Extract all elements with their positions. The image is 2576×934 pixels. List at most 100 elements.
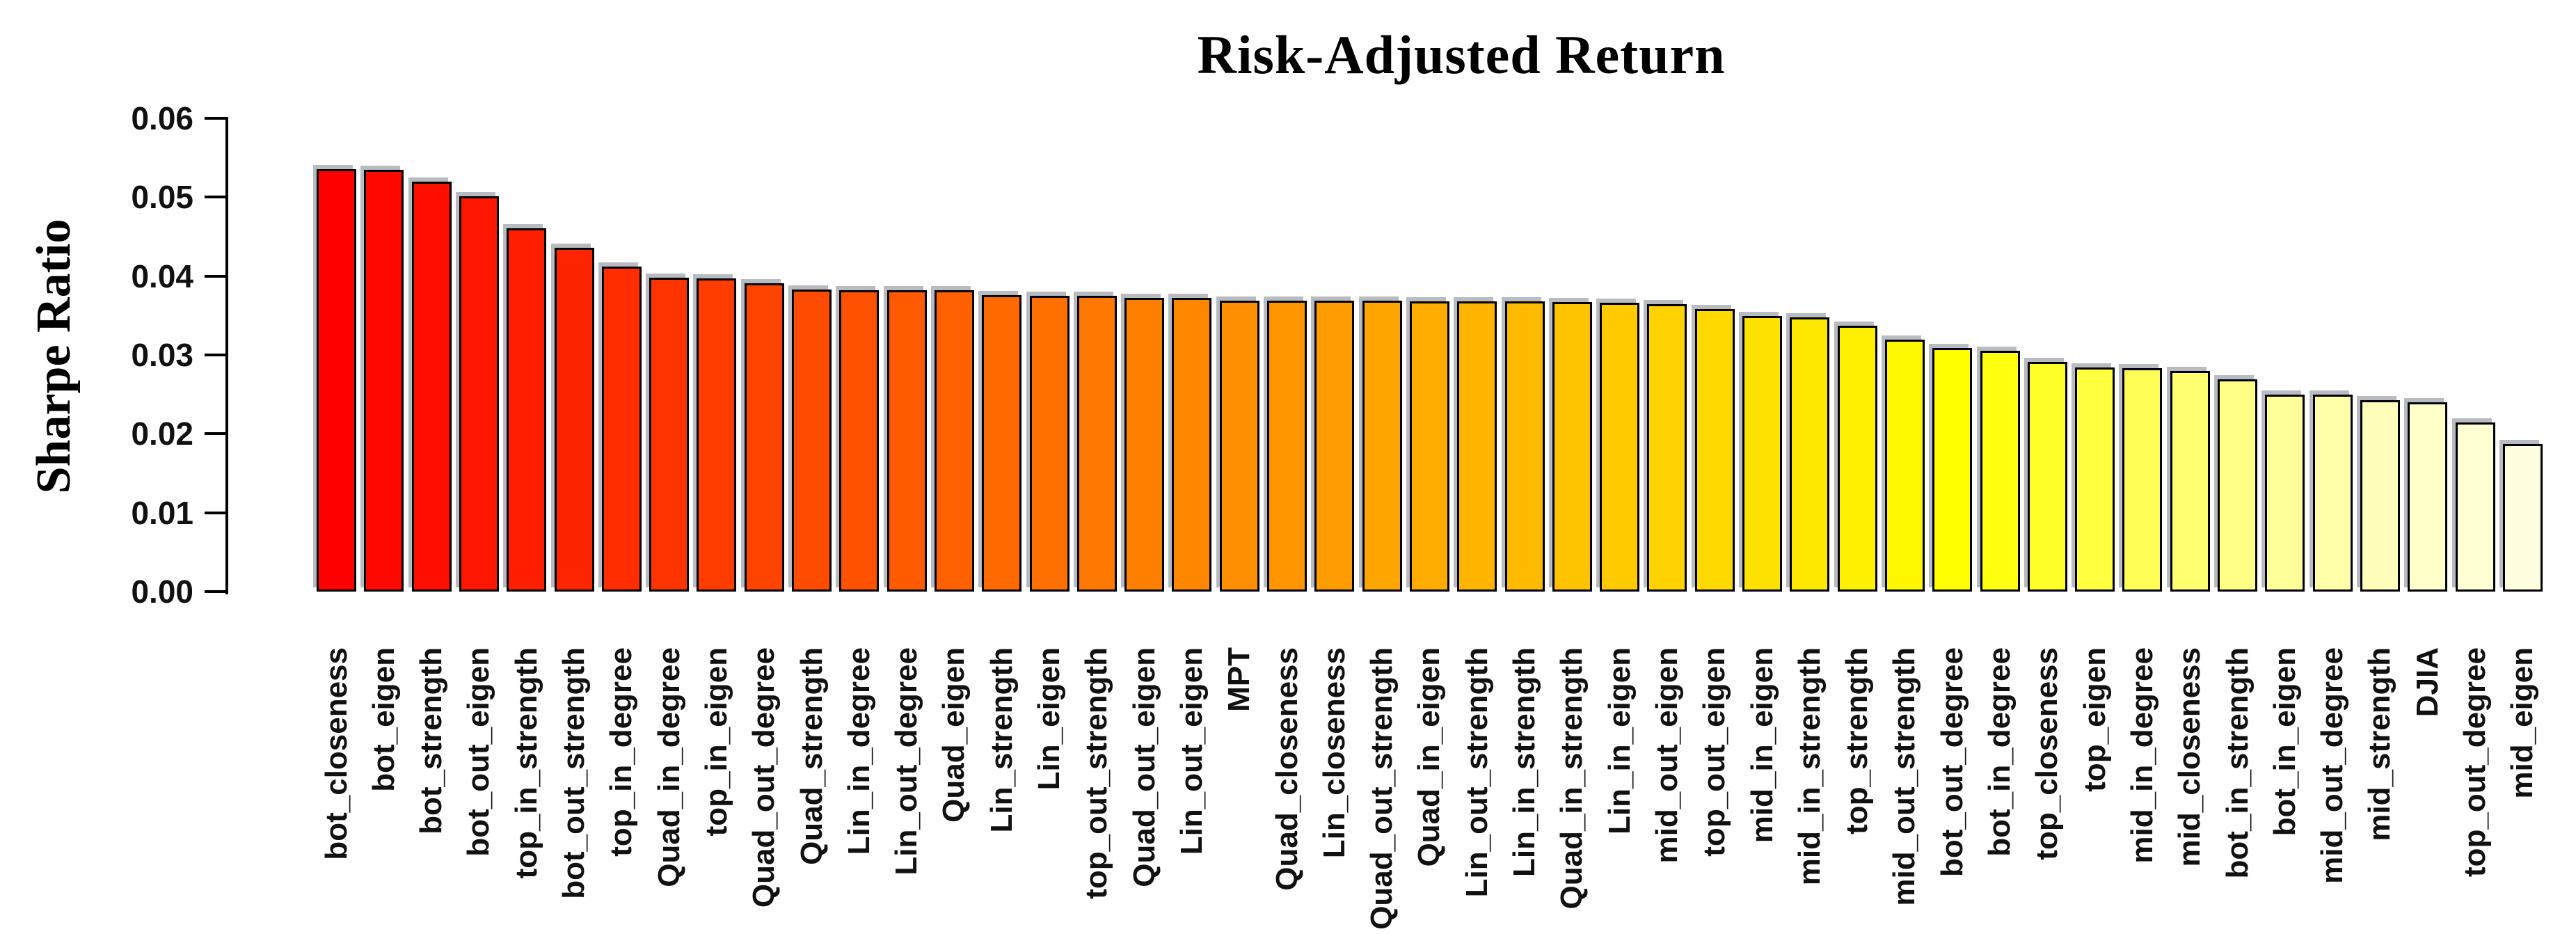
bar — [697, 278, 736, 592]
x-tick-label: Quad_in_eigen — [1412, 647, 1446, 867]
bar — [1932, 348, 1972, 592]
bar — [2122, 368, 2162, 592]
bar — [982, 295, 1021, 592]
y-tick-label: 0.01 — [131, 494, 193, 531]
bar — [1505, 301, 1545, 592]
bar — [2170, 371, 2210, 592]
bar — [459, 196, 499, 592]
x-tick-label: DJIA — [2410, 647, 2444, 718]
x-tick-label: top_eigen — [2078, 647, 2112, 792]
x-tick-label: bot_closeness — [319, 647, 353, 860]
x-tick-label: Lin_out_strength — [1460, 647, 1494, 898]
bar — [2265, 395, 2305, 592]
bar — [745, 283, 784, 592]
bar — [1790, 317, 1829, 592]
y-tick — [205, 511, 228, 514]
x-tick-label: Quad_eigen — [937, 647, 971, 823]
bar — [1362, 301, 1402, 592]
y-tick-label: 0.04 — [131, 258, 193, 294]
x-tick-label: top_in_degree — [604, 647, 638, 857]
x-tick-label: Lin_in_degree — [842, 647, 876, 855]
bar — [507, 228, 546, 592]
bar — [2028, 362, 2067, 592]
x-tick-label: top_strength — [1840, 647, 1874, 834]
x-tick-label: mid_out_strength — [1887, 647, 1921, 906]
bar — [2313, 395, 2353, 592]
x-tick-label: Lin_closeness — [1317, 647, 1351, 859]
y-tick-label: 0.06 — [131, 100, 193, 136]
bar — [1314, 301, 1354, 592]
bar — [2075, 367, 2115, 592]
x-tick-label: Quad_out_strength — [1365, 647, 1399, 930]
x-tick-label: mid_eigen — [2505, 647, 2539, 799]
bar — [2360, 400, 2400, 592]
x-tick-label: Lin_strength — [985, 647, 1019, 833]
x-tick-label: bot_in_strength — [2220, 647, 2255, 879]
y-tick — [205, 274, 228, 278]
x-tick-label: mid_in_strength — [1792, 647, 1827, 886]
x-tick-label: top_out_degree — [2458, 647, 2492, 878]
y-tick — [205, 354, 228, 356]
bar — [2218, 379, 2257, 592]
x-tick-label: Quad_in_strength — [1555, 647, 1589, 910]
bar — [1695, 309, 1735, 592]
x-tick-label: mid_closeness — [2172, 647, 2207, 867]
bar — [2408, 402, 2447, 592]
x-tick-label: Quad_out_eigen — [1127, 647, 1161, 887]
x-tick-label: bot_out_degree — [1935, 647, 1969, 878]
y-tick-label: 0.00 — [131, 573, 193, 610]
x-tick-label: MPT — [1222, 647, 1256, 712]
bar — [555, 248, 594, 592]
bar — [2503, 444, 2543, 592]
x-tick-label: top_in_eigen — [699, 647, 733, 837]
bar — [1885, 340, 1925, 592]
x-tick-label: Quad_closeness — [1270, 647, 1304, 891]
x-tick-label: bot_in_degree — [1982, 647, 2017, 857]
bar — [887, 290, 927, 592]
y-tick — [205, 432, 228, 436]
x-tick-label: mid_out_degree — [2315, 647, 2349, 884]
bar — [935, 290, 974, 592]
bar — [839, 290, 879, 592]
x-tick-label: mid_in_degree — [2125, 647, 2159, 864]
y-tick-label: 0.02 — [131, 415, 193, 452]
x-tick-label: bot_strength — [414, 647, 448, 834]
x-tick-label: Lin_in_eigen — [1603, 647, 1637, 834]
x-tick-label: Lin_out_eigen — [1175, 647, 1209, 855]
bar — [1220, 301, 1259, 592]
x-tick-label: bot_in_eigen — [2268, 647, 2302, 837]
x-tick-label: top_in_strength — [509, 647, 543, 879]
y-tick-label: 0.05 — [131, 179, 193, 216]
bar — [317, 169, 356, 592]
bar — [602, 267, 642, 592]
x-tick-label: Lin_out_degree — [889, 647, 923, 876]
bar — [1172, 298, 1211, 592]
bar — [1457, 301, 1497, 592]
x-tick-label: top_out_eigen — [1697, 647, 1731, 857]
x-tick-label: Lin_eigen — [1032, 647, 1066, 791]
x-tick-label: mid_out_eigen — [1650, 647, 1684, 864]
bar — [1030, 296, 1070, 592]
x-tick-label: mid_in_eigen — [1745, 647, 1779, 844]
bar — [1552, 302, 1592, 592]
chart-title: Risk-Adjusted Return — [1197, 24, 1726, 85]
bar — [1980, 351, 2020, 592]
x-tick-label: Quad_in_degree — [652, 647, 686, 887]
bar — [649, 278, 689, 592]
y-tick-label: 0.03 — [131, 337, 193, 373]
x-tick-label: bot_out_eigen — [461, 647, 495, 857]
y-tick — [205, 590, 228, 593]
bar — [792, 290, 832, 592]
x-tick-label: mid_strength — [2362, 647, 2396, 841]
bar — [364, 170, 404, 592]
x-tick-label: top_closeness — [2030, 647, 2064, 860]
x-tick-label: top_out_strength — [1079, 647, 1113, 899]
y-tick — [205, 117, 228, 120]
x-tick-label: bot_eigen — [367, 647, 401, 792]
x-tick-label: Quad_strength — [795, 647, 829, 865]
bar — [2456, 422, 2495, 592]
bar — [1124, 298, 1164, 592]
bar — [1647, 304, 1687, 592]
bar — [1742, 316, 1782, 592]
